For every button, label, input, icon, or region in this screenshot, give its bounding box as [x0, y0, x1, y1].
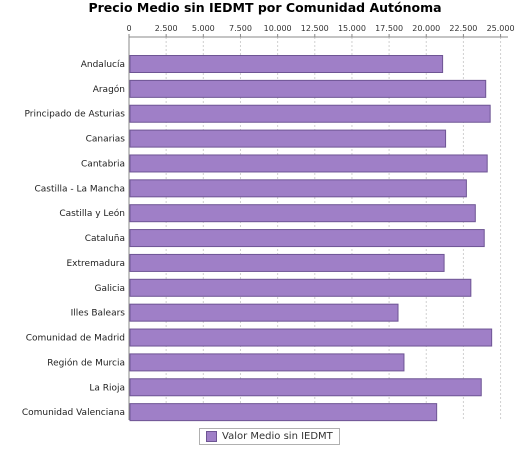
category-label: Comunidad Valenciana	[22, 408, 125, 418]
category-label: Cataluña	[85, 234, 125, 244]
category-label: Illes Balears	[71, 309, 126, 319]
bar	[129, 229, 485, 248]
legend-swatch	[206, 431, 217, 442]
bar	[129, 129, 447, 148]
legend-label: Valor Medio sin IEDMT	[222, 431, 333, 442]
category-label: Cantabria	[81, 159, 125, 169]
category-label: Andalucía	[81, 60, 125, 70]
category-label: Región de Murcia	[47, 357, 125, 368]
bar	[129, 403, 438, 422]
x-tick-label: 20.000	[412, 24, 440, 33]
x-tick-label: 15.000	[338, 24, 366, 33]
x-tick-label: 2.500	[155, 24, 178, 33]
bar	[129, 55, 444, 73]
category-label: Castilla - La Mancha	[34, 184, 125, 194]
x-axis: 0 2.500 5.000 7.500 10.000 12.500 15.000 17.500…	[126, 24, 515, 420]
x-tick-label: 17.500	[375, 24, 403, 33]
category-label: Castilla y León	[59, 208, 125, 219]
category-label: Aragón	[93, 84, 125, 95]
legend: Valor Medio sin IEDMT	[199, 428, 340, 445]
category-label: Comunidad de Madrid	[26, 334, 125, 344]
bars	[129, 55, 493, 422]
bar	[129, 328, 493, 347]
category-label: La Rioja	[89, 383, 125, 393]
category-label: Extremadura	[67, 259, 126, 269]
bar	[129, 378, 482, 397]
x-tick-label: 25.000	[487, 24, 515, 33]
x-tick-label: 5.000	[192, 24, 215, 33]
bar	[129, 104, 491, 123]
category-label: Canarias	[86, 135, 126, 145]
x-tick-label: 0	[126, 24, 131, 33]
x-tick-label: 10.000	[264, 24, 292, 33]
category-labels: Andalucía Aragón Principado de Asturias Can…	[22, 60, 125, 418]
x-tick-label: 22.500	[449, 24, 477, 33]
bar	[129, 154, 488, 173]
bar	[129, 204, 476, 223]
x-tick-label: 12.500	[301, 24, 329, 33]
category-label: Principado de Asturias	[24, 110, 125, 120]
bar	[129, 353, 405, 372]
bar	[129, 303, 399, 322]
chart-title: Precio Medio sin IEDMT por Comunidad Aut…	[88, 0, 441, 15]
bar	[129, 179, 467, 198]
bar	[129, 79, 487, 98]
bar	[129, 253, 445, 272]
category-label: Galicia	[95, 284, 125, 294]
bar	[129, 278, 472, 297]
x-tick-label: 7.500	[229, 24, 252, 33]
